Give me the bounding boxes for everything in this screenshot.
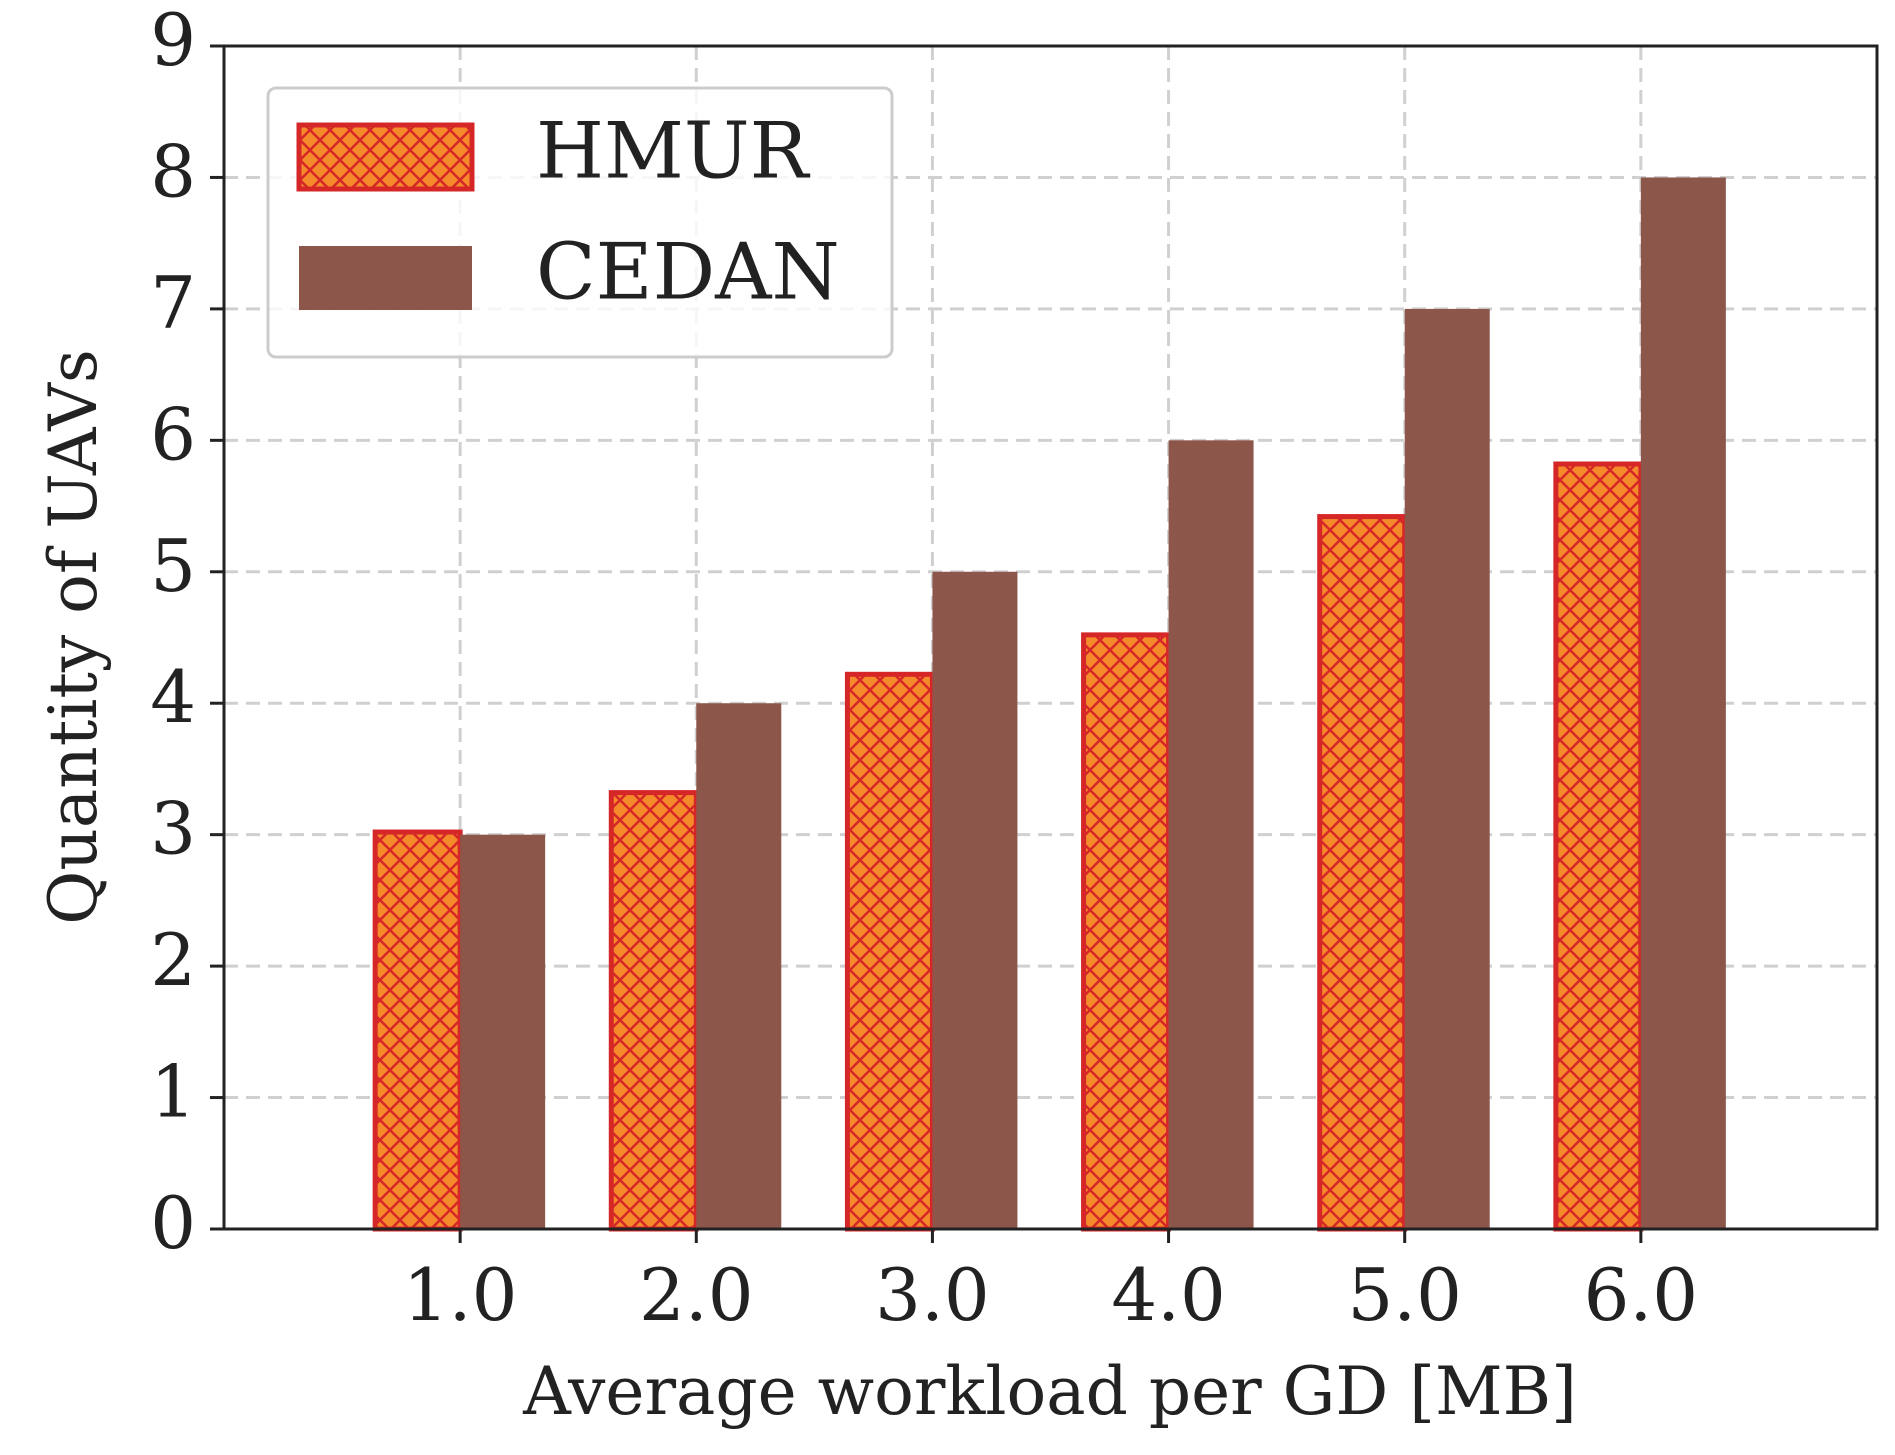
x-tick-label: 4.0 [1111, 1253, 1226, 1337]
bar [460, 834, 546, 1229]
bar [608, 790, 699, 1232]
x-tick-label: 2.0 [639, 1253, 754, 1337]
legend-swatch [296, 122, 475, 192]
y-tick-label: 7 [150, 261, 196, 345]
x-tick-label: 3.0 [875, 1253, 990, 1337]
bar [1081, 632, 1172, 1232]
legend-swatch [299, 246, 472, 310]
bar [1640, 177, 1726, 1229]
legend-label: CEDAN [536, 228, 840, 318]
y-tick-label: 5 [150, 524, 196, 608]
bar [1317, 514, 1408, 1232]
bar [1553, 461, 1644, 1232]
x-axis-label: Average workload per GD [MB] [522, 1353, 1577, 1430]
y-tick-label: 8 [150, 129, 196, 213]
bar [372, 829, 463, 1232]
x-tick-label: 6.0 [1584, 1253, 1699, 1337]
y-tick-label: 1 [150, 1050, 196, 1134]
bar [1168, 440, 1254, 1229]
y-tick-label: 6 [150, 392, 196, 476]
x-tick-label: 1.0 [403, 1253, 518, 1337]
y-tick-label: 0 [150, 1181, 196, 1265]
y-tick-label: 3 [150, 787, 196, 871]
bar [932, 571, 1018, 1229]
y-tick-label: 9 [150, 0, 196, 82]
x-tick-label: 5.0 [1347, 1253, 1462, 1337]
y-tick-label: 2 [150, 918, 196, 1002]
bar [1404, 308, 1490, 1229]
plot-frame [222, 44, 1879, 1231]
y-tick-label: 4 [150, 655, 196, 739]
legend-label: HMUR [536, 107, 811, 197]
y-axis-label: Quantity of UAVs [35, 349, 112, 925]
bar [696, 703, 782, 1229]
bar [844, 671, 935, 1232]
